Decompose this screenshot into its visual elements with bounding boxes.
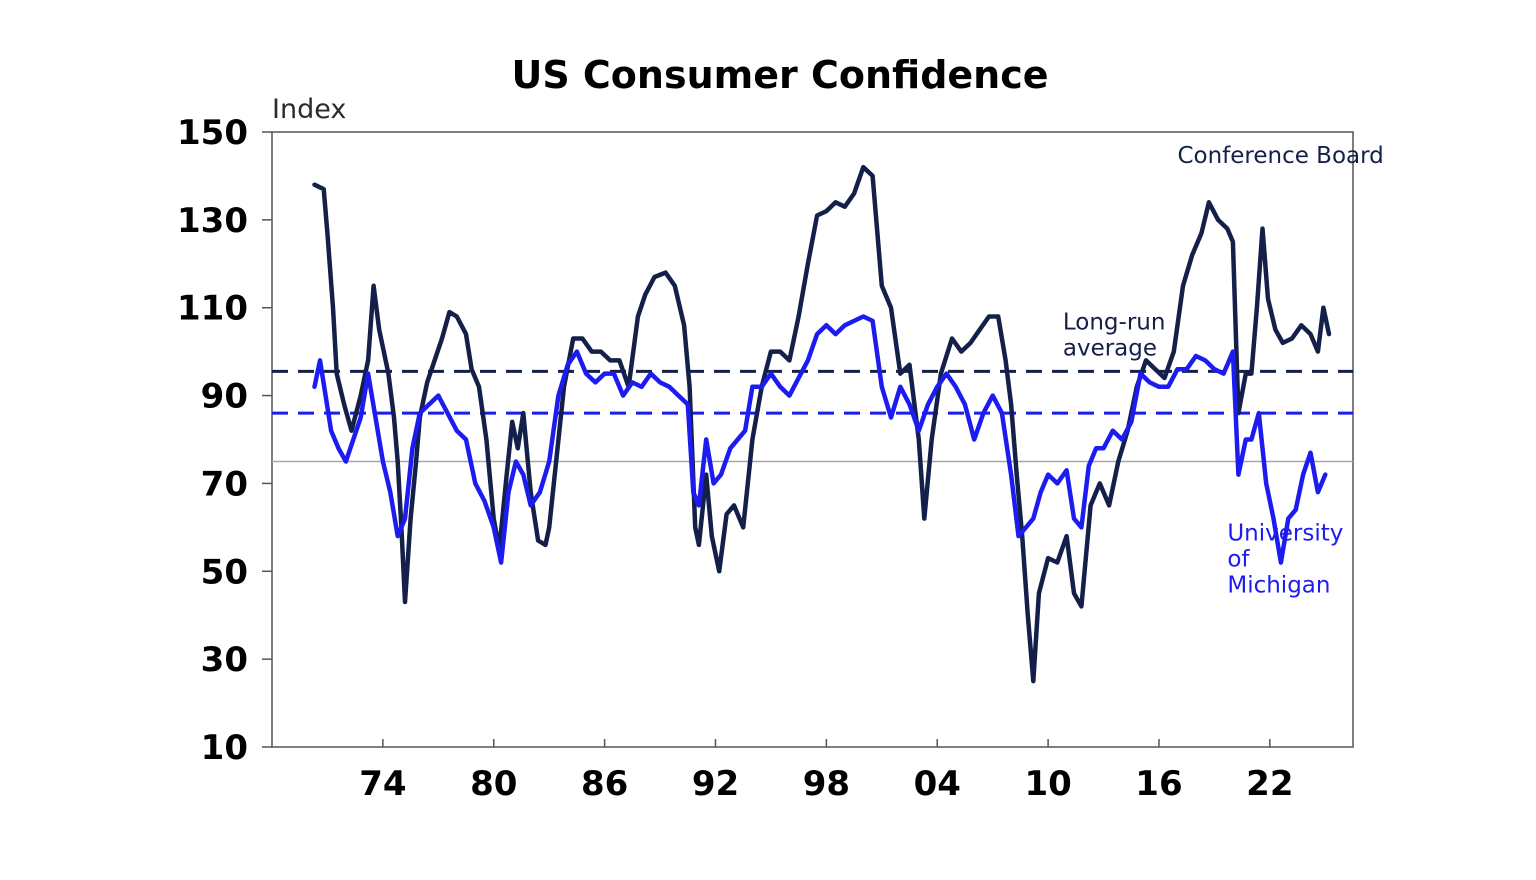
y-tick-label-150: 150	[177, 113, 248, 153]
x-tick-label-10: 10	[1024, 764, 1071, 804]
y-axis-label: Index	[272, 94, 346, 125]
annotation-1-line-1: average	[1063, 336, 1157, 362]
annotation-1-line-0: Long-run	[1063, 310, 1166, 336]
x-tick-label-80: 80	[470, 764, 517, 804]
plot-frame	[271, 131, 1354, 748]
y-tick-label-90: 90	[201, 377, 248, 417]
y-tick-label-10: 10	[201, 728, 248, 768]
annotation-0-line-0: Conference Board	[1177, 143, 1383, 169]
chart-title: US Consumer Confidence	[511, 53, 1048, 97]
x-tick-label-92: 92	[692, 764, 739, 804]
y-tick-label-110: 110	[177, 289, 248, 329]
annotation-2-line-2: Michigan	[1227, 573, 1330, 599]
plot-area: 10 30 50 70 90 110 130 150 74 80 86 92 98 04 10 16 22 Con…	[177, 113, 1384, 804]
x-tick-label-98: 98	[803, 764, 850, 804]
annotation-2-line-0: University	[1227, 521, 1343, 547]
annotation-2-line-1: of	[1227, 547, 1250, 573]
y-tick-label-50: 50	[201, 552, 248, 592]
y-tick-label-70: 70	[201, 464, 248, 504]
series-line-0	[312, 164, 1332, 684]
series-line-1	[312, 314, 1328, 565]
y-tick-label-30: 30	[201, 640, 248, 680]
x-tick-label-74: 74	[359, 764, 406, 804]
x-tick-label-86: 86	[581, 764, 628, 804]
y-tick-label-130: 130	[177, 201, 248, 241]
x-tick-label-22: 22	[1246, 764, 1293, 804]
x-tick-label-04: 04	[914, 764, 961, 804]
x-tick-label-16: 16	[1135, 764, 1182, 804]
